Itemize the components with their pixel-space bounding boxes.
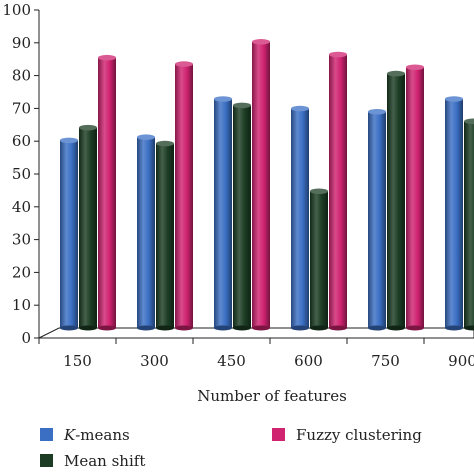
legend-item-k-means: K-means — [40, 426, 130, 444]
bar-k-means-150 — [60, 137, 78, 331]
y-tick-label: 30 — [12, 231, 31, 249]
y-tick-label: 70 — [12, 99, 31, 117]
bar-k-means-750 — [368, 108, 386, 331]
x-tick-label: 900 — [448, 352, 474, 370]
legend-item-mean-shift: Mean shift — [40, 452, 145, 470]
bar-k-means-600 — [291, 105, 309, 331]
bar-fuzzy-clustering-600 — [329, 51, 347, 331]
x-tick-label: 750 — [371, 352, 400, 370]
x-axis-title: Number of features — [197, 387, 347, 405]
bar-k-means-450 — [214, 96, 232, 331]
bar-fuzzy-clustering-450 — [252, 39, 270, 331]
legend-swatch — [272, 428, 285, 441]
y-tick-label: 40 — [12, 198, 31, 216]
x-tick-label: 600 — [294, 352, 323, 370]
bar-mean-shift-900 — [464, 118, 474, 331]
x-tick-label: 450 — [217, 352, 246, 370]
legend-label: Mean shift — [64, 452, 145, 470]
x-tick-label: 150 — [63, 352, 92, 370]
legend-label: K-means — [63, 426, 130, 444]
bar-fuzzy-clustering-750 — [406, 64, 424, 331]
y-tick-label: 60 — [12, 132, 31, 150]
legend: K-means Mean shift Fuzzy clustering — [40, 426, 422, 470]
y-tick-label: 0 — [21, 329, 31, 347]
bar-mean-shift-150 — [79, 124, 97, 331]
bar-mean-shift-750 — [387, 70, 405, 331]
bar-k-means-300 — [137, 134, 155, 331]
legend-swatch — [40, 428, 53, 441]
bar-fuzzy-clustering-150 — [98, 54, 116, 331]
legend-swatch — [40, 454, 53, 467]
x-axis: 150 300 450 600 750 900 — [38, 337, 474, 370]
bar-mean-shift-600 — [310, 188, 328, 331]
y-tick-label: 20 — [12, 263, 31, 281]
legend-label: Fuzzy clustering — [296, 426, 422, 444]
y-tick-label: 100 — [2, 1, 31, 19]
y-tick-label: 10 — [12, 296, 31, 314]
y-tick-label: 90 — [12, 34, 31, 52]
y-axis: 0 10 20 30 40 50 60 70 80 90 100 — [2, 1, 40, 347]
bar-k-means-900 — [445, 96, 463, 331]
x-tick-label: 300 — [140, 352, 169, 370]
y-tick-label: 50 — [12, 165, 31, 183]
bar-mean-shift-300 — [156, 140, 174, 331]
bars — [60, 39, 474, 331]
legend-item-fuzzy-clustering: Fuzzy clustering — [272, 426, 422, 444]
bar-fuzzy-clustering-300 — [175, 61, 193, 331]
bar-mean-shift-450 — [233, 102, 251, 331]
y-tick-label: 80 — [12, 67, 31, 85]
